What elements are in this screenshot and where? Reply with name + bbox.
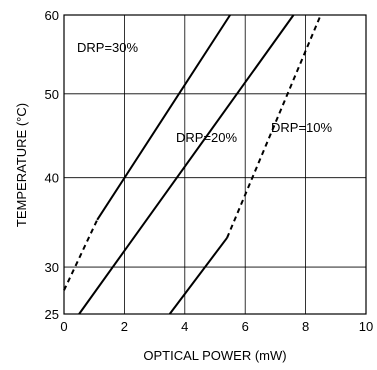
series-line-1-solid	[96, 14, 231, 221]
plot-border	[63, 14, 367, 315]
x-tick-label-4: 4	[181, 319, 188, 334]
tick-labels: 0 2 4 6 8 10 25 30 40 50 60	[45, 8, 374, 334]
y-tick-label-40: 40	[45, 171, 59, 186]
series-labels: DRP=30% DRP=20% DRP=10%	[77, 40, 332, 145]
x-tick-label-0: 0	[60, 319, 67, 334]
series-label-2: DRP=20%	[176, 130, 237, 145]
series-line-2-solid	[78, 14, 295, 315]
series-label-1: DRP=30%	[77, 40, 138, 55]
series-line-3-dashed	[226, 14, 322, 239]
grid	[64, 15, 366, 314]
x-tick-label-8: 8	[302, 319, 309, 334]
x-axis-label: OPTICAL POWER (mW)	[143, 348, 286, 363]
x-tick-label-6: 6	[242, 319, 249, 334]
series-lines	[63, 14, 322, 315]
y-tick-label-25: 25	[45, 307, 59, 322]
y-tick-label-60: 60	[45, 8, 59, 23]
x-tick-label-2: 2	[121, 319, 128, 334]
plot-frame	[63, 14, 367, 315]
y-tick-label-50: 50	[45, 87, 59, 102]
series-line-1-dashed	[63, 219, 99, 291]
y-tick-label-30: 30	[45, 260, 59, 275]
series-line-3-solid	[168, 237, 228, 315]
y-axis-label: TEMPERATURE (°C)	[14, 103, 29, 227]
series-label-3: DRP=10%	[271, 120, 332, 135]
x-tick-label-10: 10	[359, 319, 373, 334]
